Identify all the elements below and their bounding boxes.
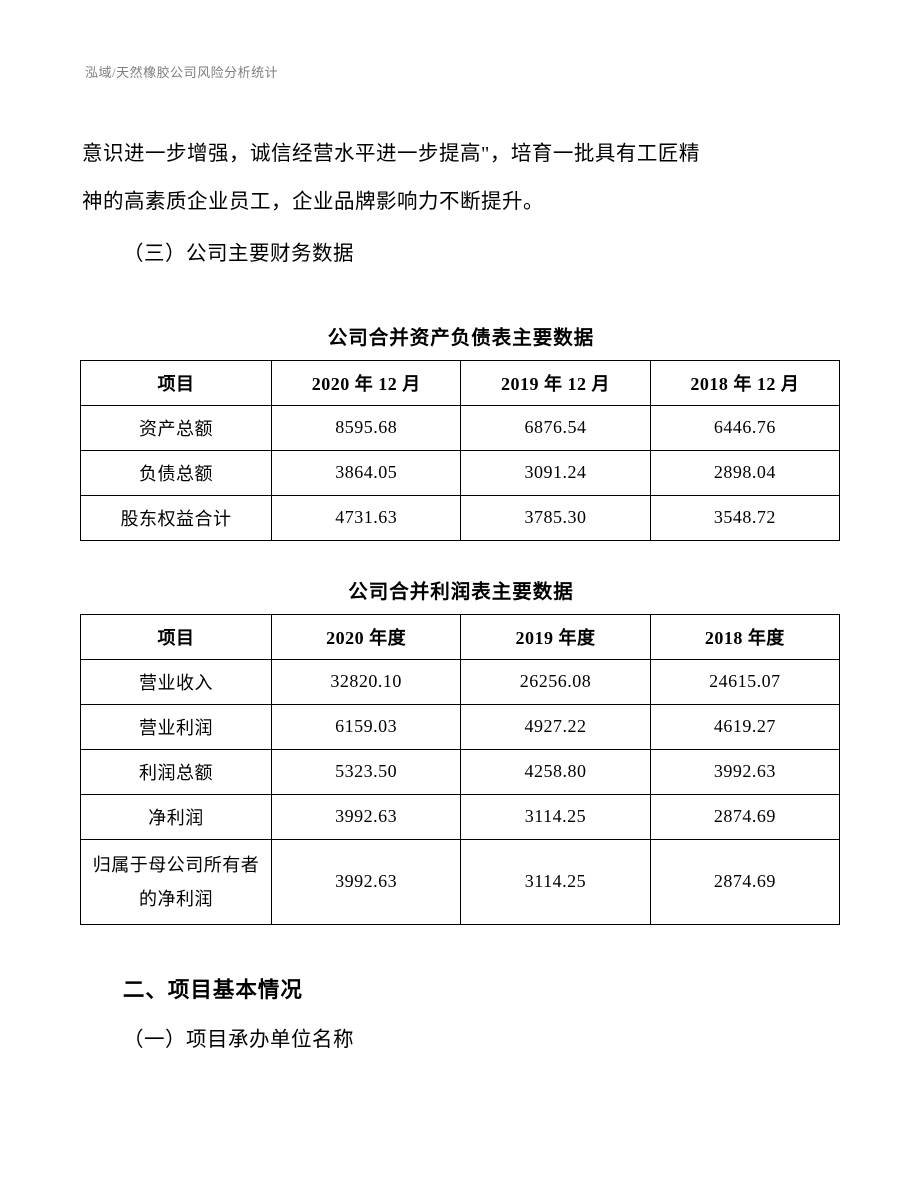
table2-r1-c0: 营业利润 — [81, 704, 272, 749]
table-row: 净利润 3992.63 3114.25 2874.69 — [81, 794, 840, 839]
table-row: 资产总额 8595.68 6876.54 6446.76 — [81, 405, 840, 450]
table2-col-2: 2019 年度 — [461, 614, 650, 659]
table1-r1-c3: 2898.04 — [650, 450, 839, 495]
section-two-heading: 二、项目基本情况 — [82, 973, 840, 1004]
table1-r2-c0: 股东权益合计 — [81, 495, 272, 540]
table1-r0-c2: 6876.54 — [461, 405, 650, 450]
subsection-three: （三）公司主要财务数据 — [82, 230, 840, 278]
subsection-one: （一）项目承办单位名称 — [82, 1018, 840, 1063]
table1-r2-c1: 4731.63 — [272, 495, 461, 540]
table1-col-3: 2018 年 12 月 — [650, 360, 839, 405]
table1-col-0: 项目 — [81, 360, 272, 405]
table-row: 营业收入 32820.10 26256.08 24615.07 — [81, 659, 840, 704]
table1-r2-c3: 3548.72 — [650, 495, 839, 540]
balance-sheet-table: 项目 2020 年 12 月 2019 年 12 月 2018 年 12 月 资… — [80, 360, 840, 541]
table1-r1-c2: 3091.24 — [461, 450, 650, 495]
table2-title: 公司合并利润表主要数据 — [82, 575, 840, 604]
table2-r3-c1: 3992.63 — [271, 794, 460, 839]
table2-r4-c1: 3992.63 — [271, 839, 460, 924]
table2-r0-c1: 32820.10 — [271, 659, 460, 704]
table-row: 利润总额 5323.50 4258.80 3992.63 — [81, 749, 840, 794]
table2-col-1: 2020 年度 — [271, 614, 460, 659]
table1-r0-c3: 6446.76 — [650, 405, 839, 450]
table-row: 营业利润 6159.03 4927.22 4619.27 — [81, 704, 840, 749]
table2-r0-c0: 营业收入 — [81, 659, 272, 704]
table2-r0-c2: 26256.08 — [461, 659, 650, 704]
paragraph-line-1: 意识进一步增强，诚信经营水平进一步提高"，培育一批具有工匠精 — [82, 130, 840, 178]
page-header: 泓域/天然橡胶公司风险分析统计 — [85, 62, 278, 81]
table2-r4-c0: 归属于母公司所有者的净利润 — [81, 839, 272, 924]
table2-r1-c3: 4619.27 — [650, 704, 839, 749]
table-header-row: 项目 2020 年度 2019 年度 2018 年度 — [81, 614, 840, 659]
table2-col-0: 项目 — [81, 614, 272, 659]
table2-r2-c1: 5323.50 — [271, 749, 460, 794]
table1-title: 公司合并资产负债表主要数据 — [82, 321, 840, 350]
table2-r2-c2: 4258.80 — [461, 749, 650, 794]
table2-col-3: 2018 年度 — [650, 614, 839, 659]
table1-r0-c0: 资产总额 — [81, 405, 272, 450]
table-row: 负债总额 3864.05 3091.24 2898.04 — [81, 450, 840, 495]
table2-r0-c3: 24615.07 — [650, 659, 839, 704]
table-header-row: 项目 2020 年 12 月 2019 年 12 月 2018 年 12 月 — [81, 360, 840, 405]
table-row: 归属于母公司所有者的净利润 3992.63 3114.25 2874.69 — [81, 839, 840, 924]
table2-r4-c3: 2874.69 — [650, 839, 839, 924]
main-content: 意识进一步增强，诚信经营水平进一步提高"，培育一批具有工匠精 神的高素质企业员工… — [82, 130, 840, 1063]
table1-r1-c1: 3864.05 — [272, 450, 461, 495]
table1-r0-c1: 8595.68 — [272, 405, 461, 450]
income-statement-table: 项目 2020 年度 2019 年度 2018 年度 营业收入 32820.10… — [80, 614, 840, 925]
table1-col-2: 2019 年 12 月 — [461, 360, 650, 405]
table2-r1-c1: 6159.03 — [271, 704, 460, 749]
table2-r4-c2: 3114.25 — [461, 839, 650, 924]
table2-r2-c0: 利润总额 — [81, 749, 272, 794]
table2-r3-c3: 2874.69 — [650, 794, 839, 839]
table2-r2-c3: 3992.63 — [650, 749, 839, 794]
table2-r3-c0: 净利润 — [81, 794, 272, 839]
table1-r2-c2: 3785.30 — [461, 495, 650, 540]
table-row: 股东权益合计 4731.63 3785.30 3548.72 — [81, 495, 840, 540]
paragraph-line-2: 神的高素质企业员工，企业品牌影响力不断提升。 — [82, 178, 840, 226]
table2-r3-c2: 3114.25 — [461, 794, 650, 839]
table1-r1-c0: 负债总额 — [81, 450, 272, 495]
table1-col-1: 2020 年 12 月 — [272, 360, 461, 405]
table2-r1-c2: 4927.22 — [461, 704, 650, 749]
